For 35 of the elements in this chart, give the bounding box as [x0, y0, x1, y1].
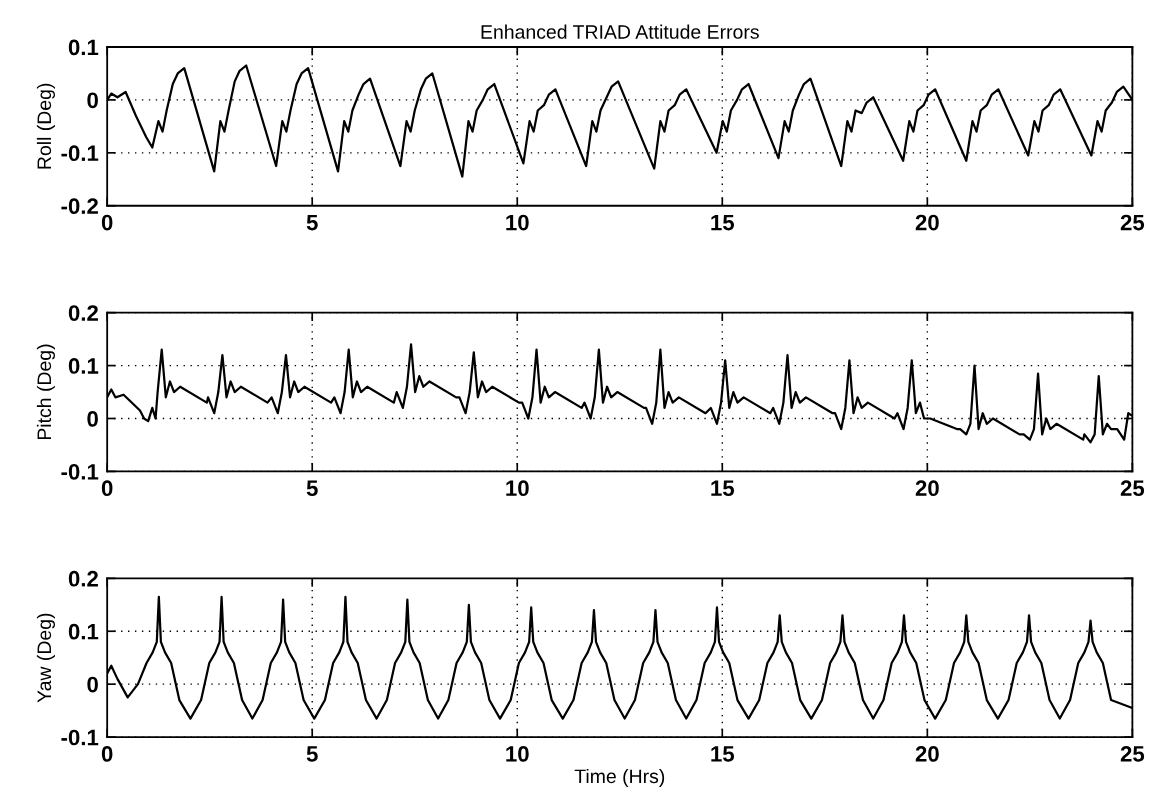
chart-title: Enhanced TRIAD Attitude Errors [481, 24, 759, 39]
x-tick-label: 25 [1120, 480, 1145, 497]
y-tick-label: -0.1 [61, 145, 99, 162]
x-tick-label: 0 [101, 480, 113, 497]
x-tick-label: 10 [506, 214, 529, 231]
y-tick-label: 0.2 [68, 570, 98, 587]
x-axis-title: Time (Hrs) [574, 768, 665, 788]
y-tick-label: -0.1 [61, 463, 99, 480]
y-tick-label: -0.2 [61, 198, 98, 215]
y-tick-label: 0.1 [68, 39, 99, 56]
x-tick-label: 25 [1120, 746, 1145, 762]
y-tick-label: -0.1 [61, 729, 99, 746]
y-axis-title: Roll (Deg) [36, 83, 55, 169]
x-tick-label: 5 [306, 746, 318, 762]
x-tick-label: 15 [711, 214, 735, 231]
x-tick-label: 15 [711, 746, 735, 762]
y-tick-label: 0 [87, 676, 98, 693]
x-tick-label: 20 [915, 746, 939, 762]
y-tick-label: 0 [87, 411, 98, 427]
y-axis-title: Yaw (Deg) [36, 613, 55, 703]
x-tick-label: 0 [101, 214, 113, 231]
y-tick-label: 0.1 [68, 358, 99, 374]
y-axis-title: Pitch (Deg) [36, 344, 55, 440]
y-tick-label: 0.2 [68, 305, 98, 321]
x-tick-label: 20 [915, 480, 939, 497]
x-tick-label: 20 [915, 214, 939, 231]
x-tick-label: 5 [306, 214, 318, 231]
x-tick-label: 25 [1120, 214, 1145, 231]
y-tick-label: 0.1 [68, 623, 99, 640]
y-tick-label: 0 [87, 92, 98, 109]
x-tick-label: 15 [711, 480, 735, 497]
x-tick-label: 5 [306, 480, 318, 497]
x-tick-label: 10 [506, 480, 529, 497]
x-tick-label: 10 [506, 746, 529, 762]
x-tick-label: 0 [101, 746, 113, 762]
